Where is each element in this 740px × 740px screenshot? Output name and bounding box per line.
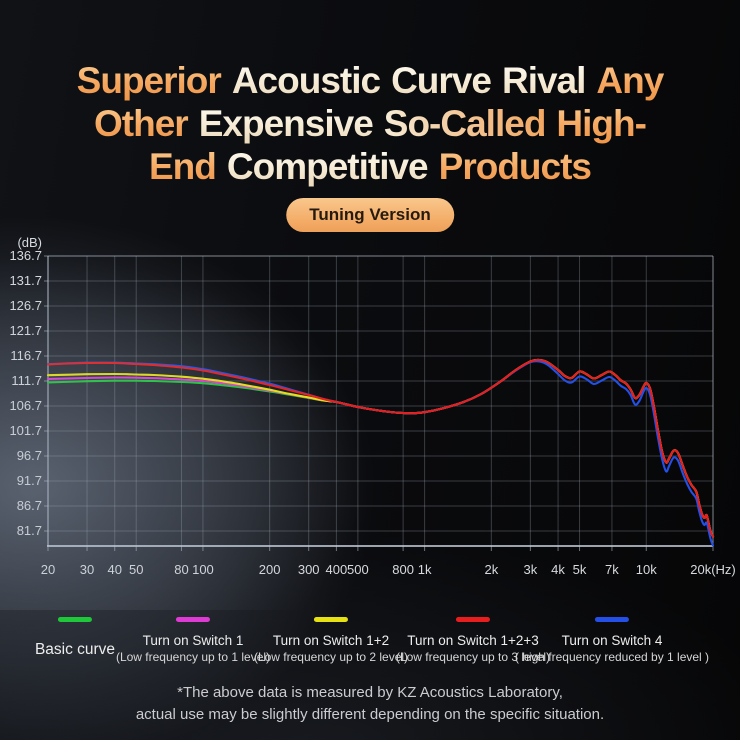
- x-tick-label: 50: [128, 562, 144, 577]
- x-tick-label: 400: [325, 562, 348, 577]
- title-word: Rival: [501, 59, 586, 101]
- x-tick-label: 7k: [605, 562, 619, 577]
- legend-label: Turn on Switch 4: [561, 633, 663, 648]
- x-tick-label: 10k: [635, 562, 657, 577]
- legend-label: Turn on Switch 1+2: [272, 633, 390, 648]
- curve-turn-on-switch-4: [46, 360, 715, 547]
- x-axis-labels: 20 30 40 50 80 100 200 300 400 500 800 1k 2k 3k 4k 5k 7k…: [0, 562, 740, 580]
- title-word: Any: [596, 59, 664, 101]
- page-title: Superior Acoustic Curve Rival Any Other Expen…: [0, 59, 740, 188]
- legend-label: Basic curve: [34, 641, 116, 658]
- y-tick-label: 101.7: [9, 423, 42, 438]
- legend-sublabel: (Low frequency up to 1 level): [115, 650, 271, 664]
- footer-line-1: *The above data is measured by KZ Acoust…: [177, 684, 563, 701]
- legend-sublabel: (Low frequency up to 3 level): [395, 650, 551, 664]
- legend-label: Turn on Switch 1: [142, 633, 244, 648]
- legend-label: Turn on Switch 1+2+3: [407, 633, 539, 648]
- legend-item: Turn on Switch 4 ( high frequency reduced…: [515, 617, 709, 664]
- x-tick-label: 200: [258, 562, 281, 577]
- title-word: High-: [556, 102, 647, 144]
- x-tick-label: 100: [192, 562, 214, 577]
- curve-turn-on-switch-1: [46, 358, 715, 538]
- legend-swatch: [456, 617, 490, 622]
- title-word: Products: [438, 145, 592, 187]
- y-tick-label: 136.7: [9, 248, 42, 263]
- title-word: End: [148, 145, 217, 187]
- x-tick-label: 30: [79, 562, 95, 577]
- x-tick-label: 4k: [551, 562, 565, 577]
- legend-item: Turn on Switch 1 (Low frequency up to 1 l…: [116, 617, 270, 664]
- legend-swatch: [176, 617, 210, 622]
- title-word: So-Called: [383, 102, 547, 144]
- curve-turn-on-switch-1-2-3: [46, 358, 715, 538]
- title-word: Superior: [76, 59, 222, 101]
- x-tick-label: 40: [107, 562, 122, 577]
- y-tick-label: 116.7: [10, 348, 42, 363]
- title-word: Competitive: [226, 145, 429, 187]
- legend-swatch: [58, 617, 92, 622]
- curve-turn-on-switch-1-2: [46, 358, 715, 538]
- legend-sublabel: ( high frequency reduced by 1 level ): [514, 650, 710, 664]
- legend-swatch: [314, 617, 348, 622]
- legend-swatch: [594, 617, 629, 622]
- title-word: Other: [94, 102, 189, 144]
- tuning-version-badge: Tuning Version: [286, 198, 454, 232]
- page-title-line: Superior Acoustic Curve Rival Any: [0, 59, 740, 102]
- y-tick-label: 91.7: [16, 473, 42, 488]
- page-title-line: End Competitive Products: [0, 145, 740, 188]
- x-tick-label: 300: [297, 562, 320, 577]
- x-tick-label: 1k: [417, 562, 432, 577]
- y-tick-label: 81.7: [16, 523, 42, 538]
- x-tick-label: 500: [347, 562, 369, 577]
- title-word: Acoustic: [231, 59, 381, 101]
- chart-legend: Basic curve Turn on Switch 1 (Low frequenc…: [0, 617, 740, 669]
- x-tick-label: 20k(Hz): [690, 562, 736, 577]
- y-axis-unit-label: (dB): [17, 235, 42, 250]
- page-title-line: Other Expensive So-Called High-: [0, 102, 740, 145]
- frequency-response-chart: [44, 255, 715, 551]
- x-tick-label: 5k: [572, 562, 587, 577]
- y-tick-label: 106.7: [9, 398, 42, 413]
- legend-sublabel: (Low frequency up to 2 level): [253, 650, 409, 664]
- y-tick-label: 126.7: [9, 298, 42, 313]
- y-tick-label: 131.7: [9, 273, 42, 288]
- x-tick-label: 80: [174, 562, 189, 577]
- legend-item: Basic curve: [35, 617, 115, 658]
- x-tick-label: 3k: [523, 562, 538, 577]
- legend-item: Turn on Switch 1+2 (Low frequency up to 2…: [254, 617, 408, 664]
- y-tick-label: 111.7: [11, 373, 42, 388]
- x-tick-label: 800: [392, 562, 414, 577]
- y-tick-label: 96.7: [16, 448, 42, 463]
- title-word: Expensive: [198, 102, 374, 144]
- legend-item: Turn on Switch 1+2+3 (Low frequency up to…: [396, 617, 550, 664]
- y-tick-label: 121.7: [9, 323, 42, 338]
- x-tick-label: 20: [40, 562, 56, 577]
- footer-line-2: actual use may be slightly different dep…: [135, 706, 605, 723]
- curve-basic-curve: [46, 358, 715, 538]
- footer-note: *The above data is measured by KZ Acoust…: [0, 682, 740, 726]
- title-word: Curve: [391, 59, 492, 101]
- x-tick-label: 2k: [484, 562, 499, 577]
- y-tick-label: 86.7: [16, 498, 42, 513]
